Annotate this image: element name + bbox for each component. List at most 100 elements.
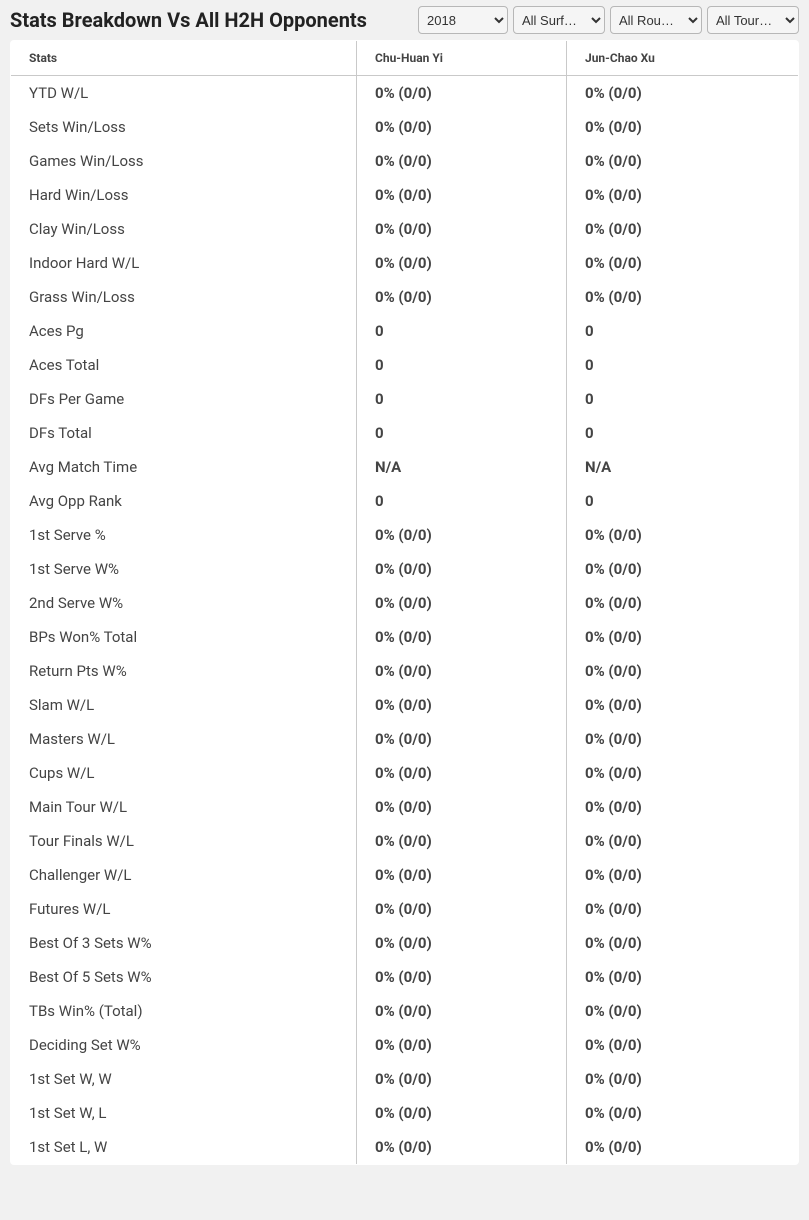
player1-value: 0% (0/0) bbox=[357, 178, 567, 212]
player2-value: 0% (0/0) bbox=[567, 144, 799, 178]
player1-value: 0% (0/0) bbox=[357, 552, 567, 586]
player1-value: 0% (0/0) bbox=[357, 246, 567, 280]
player1-value: 0% (0/0) bbox=[357, 586, 567, 620]
player2-value: 0% (0/0) bbox=[567, 892, 799, 926]
player1-value: 0% (0/0) bbox=[357, 688, 567, 722]
player2-value: 0% (0/0) bbox=[567, 212, 799, 246]
stat-label: Grass Win/Loss bbox=[11, 280, 357, 314]
player2-value: 0 bbox=[567, 382, 799, 416]
round-select[interactable]: All Rou… bbox=[610, 6, 702, 34]
player1-value: 0% (0/0) bbox=[357, 654, 567, 688]
stat-label: Best Of 5 Sets W% bbox=[11, 960, 357, 994]
table-row: Avg Opp Rank00 bbox=[11, 484, 799, 518]
player2-value: 0 bbox=[567, 314, 799, 348]
table-row: DFs Per Game00 bbox=[11, 382, 799, 416]
player2-value: 0% (0/0) bbox=[567, 518, 799, 552]
player2-value: 0% (0/0) bbox=[567, 960, 799, 994]
player1-value: 0% (0/0) bbox=[357, 110, 567, 144]
player2-value: 0 bbox=[567, 348, 799, 382]
stats-table-wrap: Stats Chu-Huan Yi Jun-Chao Xu YTD W/L0% … bbox=[0, 40, 809, 1171]
col-player1: Chu-Huan Yi bbox=[357, 41, 567, 76]
table-row: Clay Win/Loss0% (0/0)0% (0/0) bbox=[11, 212, 799, 246]
player1-value: 0 bbox=[357, 416, 567, 450]
player2-value: 0% (0/0) bbox=[567, 926, 799, 960]
stat-label: Futures W/L bbox=[11, 892, 357, 926]
stat-label: Hard Win/Loss bbox=[11, 178, 357, 212]
col-player2: Jun-Chao Xu bbox=[567, 41, 799, 76]
player2-value: 0% (0/0) bbox=[567, 552, 799, 586]
player1-value: N/A bbox=[357, 450, 567, 484]
stat-label: BPs Won% Total bbox=[11, 620, 357, 654]
stat-label: Tour Finals W/L bbox=[11, 824, 357, 858]
player2-value: 0% (0/0) bbox=[567, 790, 799, 824]
player2-value: N/A bbox=[567, 450, 799, 484]
player2-value: 0% (0/0) bbox=[567, 1028, 799, 1062]
stats-table: Stats Chu-Huan Yi Jun-Chao Xu YTD W/L0% … bbox=[10, 40, 799, 1165]
stat-label: 1st Serve W% bbox=[11, 552, 357, 586]
stat-label: Main Tour W/L bbox=[11, 790, 357, 824]
player2-value: 0% (0/0) bbox=[567, 722, 799, 756]
table-row: Tour Finals W/L0% (0/0)0% (0/0) bbox=[11, 824, 799, 858]
stat-label: 1st Set W, L bbox=[11, 1096, 357, 1130]
player2-value: 0% (0/0) bbox=[567, 1096, 799, 1130]
table-row: Slam W/L0% (0/0)0% (0/0) bbox=[11, 688, 799, 722]
player2-value: 0% (0/0) bbox=[567, 620, 799, 654]
player2-value: 0% (0/0) bbox=[567, 280, 799, 314]
stat-label: Cups W/L bbox=[11, 756, 357, 790]
player2-value: 0% (0/0) bbox=[567, 756, 799, 790]
stat-label: 2nd Serve W% bbox=[11, 586, 357, 620]
player1-value: 0% (0/0) bbox=[357, 620, 567, 654]
table-row: Games Win/Loss0% (0/0)0% (0/0) bbox=[11, 144, 799, 178]
stat-label: 1st Set L, W bbox=[11, 1130, 357, 1165]
stats-body: YTD W/L0% (0/0)0% (0/0)Sets Win/Loss0% (… bbox=[11, 76, 799, 1165]
stat-label: Aces Pg bbox=[11, 314, 357, 348]
table-row: Hard Win/Loss0% (0/0)0% (0/0) bbox=[11, 178, 799, 212]
table-row: Cups W/L0% (0/0)0% (0/0) bbox=[11, 756, 799, 790]
stat-label: Best Of 3 Sets W% bbox=[11, 926, 357, 960]
player2-value: 0% (0/0) bbox=[567, 654, 799, 688]
table-row: Return Pts W%0% (0/0)0% (0/0) bbox=[11, 654, 799, 688]
stat-label: DFs Per Game bbox=[11, 382, 357, 416]
player1-value: 0 bbox=[357, 382, 567, 416]
table-row: Aces Total00 bbox=[11, 348, 799, 382]
player1-value: 0% (0/0) bbox=[357, 518, 567, 552]
stat-label: Avg Match Time bbox=[11, 450, 357, 484]
table-row: Masters W/L0% (0/0)0% (0/0) bbox=[11, 722, 799, 756]
player1-value: 0% (0/0) bbox=[357, 926, 567, 960]
table-row: YTD W/L0% (0/0)0% (0/0) bbox=[11, 76, 799, 111]
player1-value: 0% (0/0) bbox=[357, 994, 567, 1028]
table-row: Indoor Hard W/L0% (0/0)0% (0/0) bbox=[11, 246, 799, 280]
year-select[interactable]: 2018 bbox=[418, 6, 508, 34]
stat-label: Challenger W/L bbox=[11, 858, 357, 892]
table-row: 1st Serve W%0% (0/0)0% (0/0) bbox=[11, 552, 799, 586]
table-row: Deciding Set W%0% (0/0)0% (0/0) bbox=[11, 1028, 799, 1062]
header: Stats Breakdown Vs All H2H Opponents 201… bbox=[0, 0, 809, 40]
table-row: 1st Set W, W0% (0/0)0% (0/0) bbox=[11, 1062, 799, 1096]
stat-label: TBs Win% (Total) bbox=[11, 994, 357, 1028]
table-row: 2nd Serve W%0% (0/0)0% (0/0) bbox=[11, 586, 799, 620]
table-row: Futures W/L0% (0/0)0% (0/0) bbox=[11, 892, 799, 926]
table-row: 1st Set W, L0% (0/0)0% (0/0) bbox=[11, 1096, 799, 1130]
player1-value: 0% (0/0) bbox=[357, 280, 567, 314]
stat-label: Indoor Hard W/L bbox=[11, 246, 357, 280]
player1-value: 0% (0/0) bbox=[357, 892, 567, 926]
table-row: Aces Pg00 bbox=[11, 314, 799, 348]
player2-value: 0 bbox=[567, 416, 799, 450]
player1-value: 0% (0/0) bbox=[357, 722, 567, 756]
player2-value: 0% (0/0) bbox=[567, 1062, 799, 1096]
player1-value: 0% (0/0) bbox=[357, 1028, 567, 1062]
stat-label: DFs Total bbox=[11, 416, 357, 450]
table-row: DFs Total00 bbox=[11, 416, 799, 450]
surface-select[interactable]: All Surf… bbox=[513, 6, 605, 34]
tour-select[interactable]: All Tour… bbox=[707, 6, 799, 34]
player2-value: 0% (0/0) bbox=[567, 178, 799, 212]
player1-value: 0% (0/0) bbox=[357, 858, 567, 892]
player2-value: 0% (0/0) bbox=[567, 688, 799, 722]
filter-bar: 2018 All Surf… All Rou… All Tour… bbox=[418, 6, 799, 34]
player1-value: 0% (0/0) bbox=[357, 790, 567, 824]
table-row: Avg Match TimeN/AN/A bbox=[11, 450, 799, 484]
table-row: Best Of 5 Sets W%0% (0/0)0% (0/0) bbox=[11, 960, 799, 994]
stat-label: Sets Win/Loss bbox=[11, 110, 357, 144]
table-header-row: Stats Chu-Huan Yi Jun-Chao Xu bbox=[11, 41, 799, 76]
player2-value: 0% (0/0) bbox=[567, 586, 799, 620]
